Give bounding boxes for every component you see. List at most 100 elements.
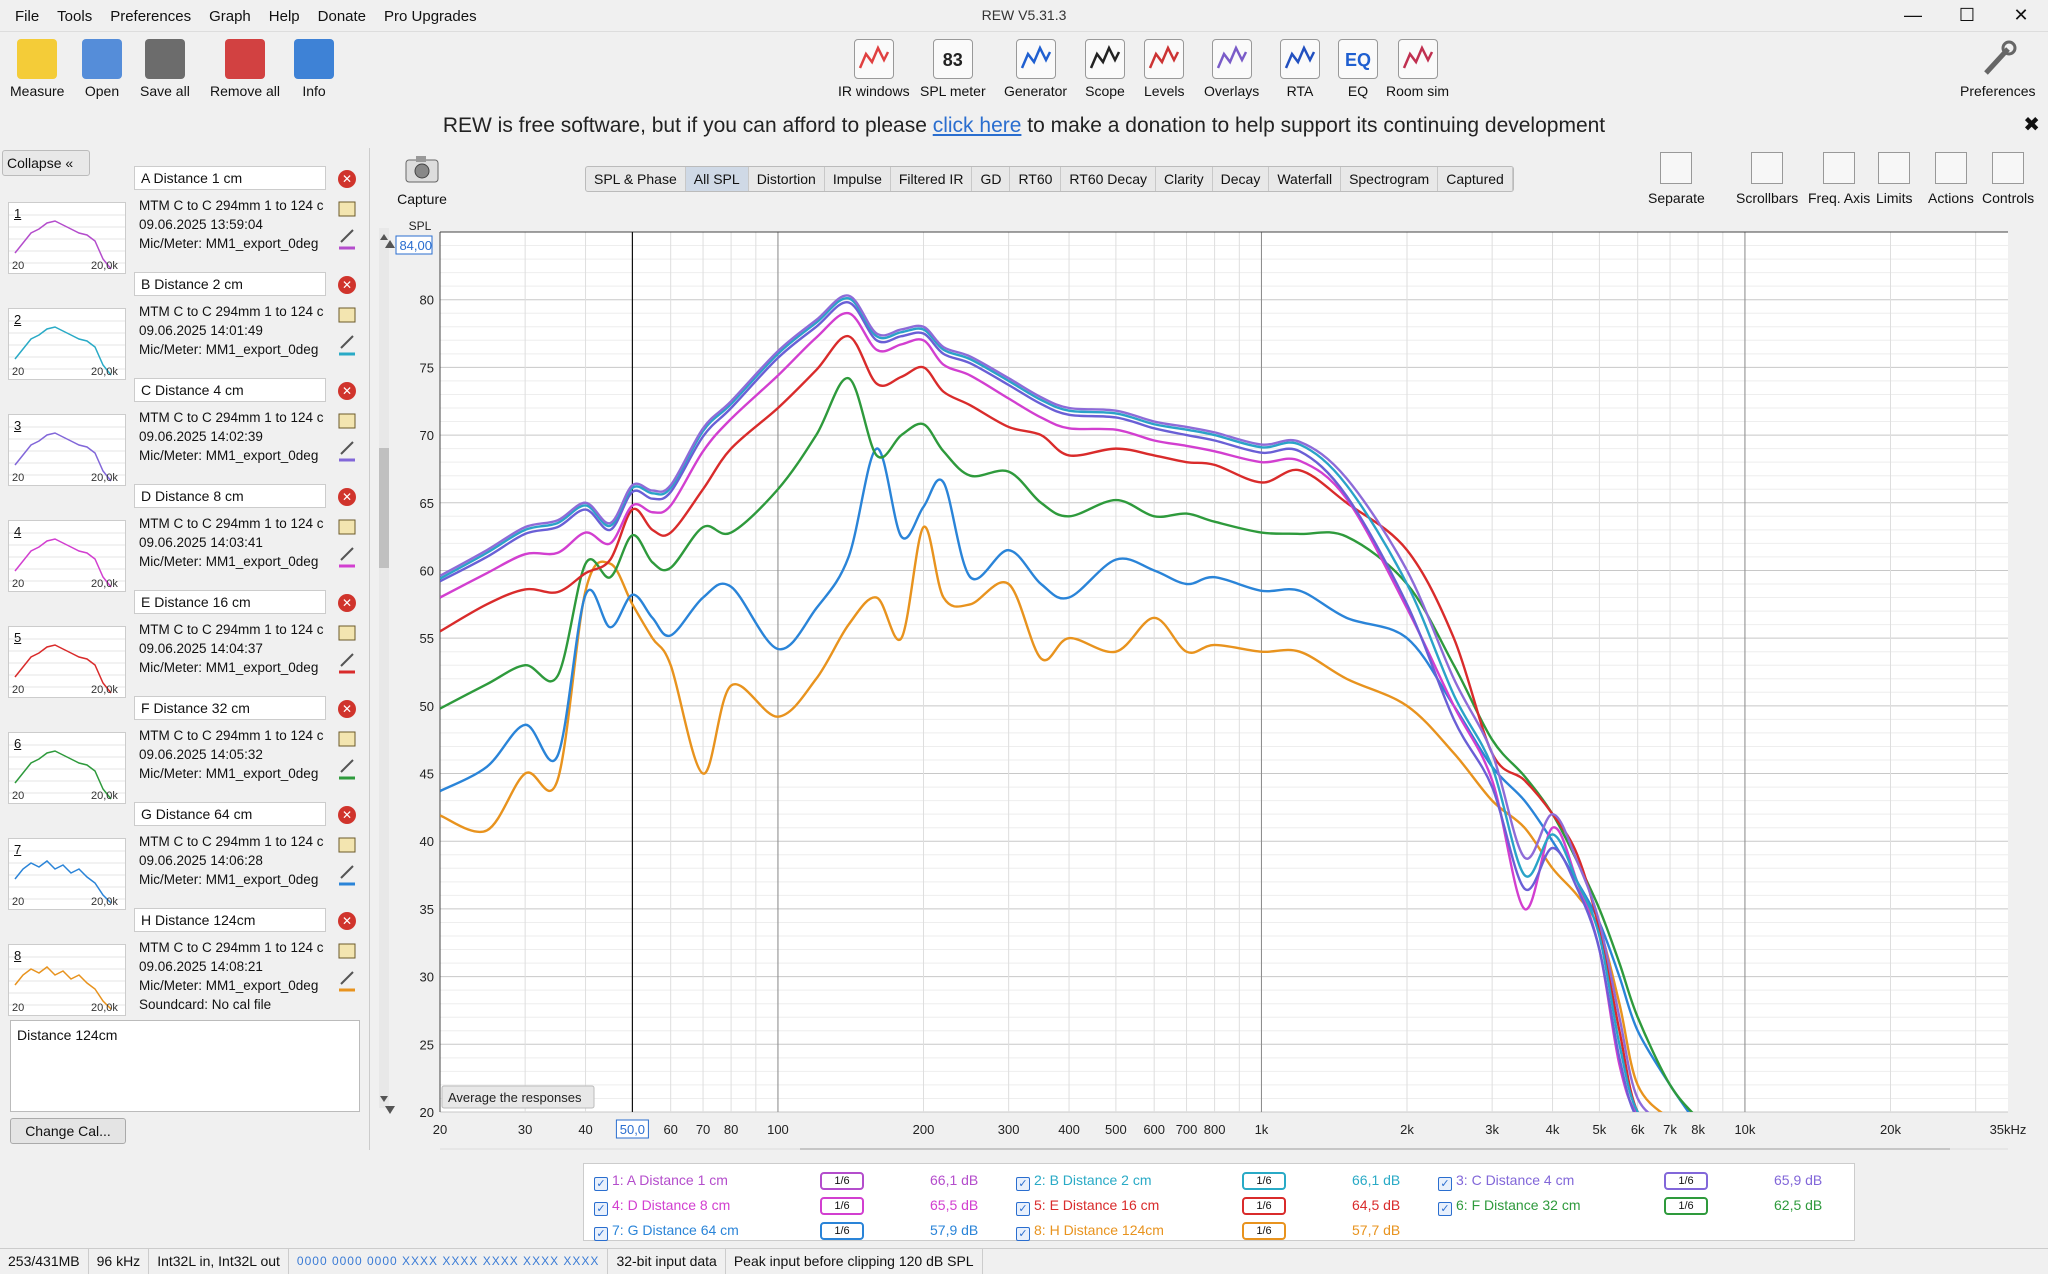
controls-button[interactable]: Controls bbox=[1982, 152, 2034, 206]
smoothing-button[interactable]: 1/6 bbox=[1242, 1222, 1286, 1240]
smoothing-button[interactable]: 1/6 bbox=[820, 1222, 864, 1240]
donation-link[interactable]: click here bbox=[932, 114, 1022, 137]
legend-item[interactable]: ✓ 4: D Distance 8 cm bbox=[594, 1197, 730, 1216]
remove-measurement-icon[interactable]: ✕ bbox=[338, 488, 356, 506]
measurement-name-field[interactable]: C Distance 4 cm bbox=[134, 378, 326, 402]
legend-item[interactable]: ✓ 6: F Distance 32 cm bbox=[1438, 1197, 1581, 1216]
x-scrollbar[interactable] bbox=[440, 1148, 2008, 1150]
measurement-actions[interactable] bbox=[337, 624, 357, 694]
legend-checkbox[interactable]: ✓ bbox=[1016, 1227, 1030, 1241]
average-responses-button[interactable]: Average the responses bbox=[441, 1085, 595, 1109]
notes-field[interactable]: Distance 124cm bbox=[10, 1020, 360, 1112]
scrollbars-button[interactable]: Scrollbars bbox=[1736, 152, 1798, 206]
tab-clarity[interactable]: Clarity bbox=[1156, 167, 1213, 191]
menu-preferences[interactable]: Preferences bbox=[110, 7, 192, 25]
legend-checkbox[interactable]: ✓ bbox=[594, 1202, 608, 1216]
close-banner-icon[interactable]: ✖ bbox=[2023, 114, 2040, 136]
room-sim-button[interactable]: Room sim bbox=[1386, 39, 1449, 99]
freq-axis-button[interactable]: Freq. Axis bbox=[1808, 152, 1870, 206]
tab-gd[interactable]: GD bbox=[972, 167, 1011, 191]
legend-checkbox[interactable]: ✓ bbox=[1016, 1202, 1030, 1216]
legend-checkbox[interactable]: ✓ bbox=[1016, 1177, 1030, 1191]
smoothing-button[interactable]: 1/6 bbox=[820, 1172, 864, 1190]
preferences-button[interactable]: Preferences bbox=[1960, 39, 2035, 99]
measurement-name-field[interactable]: A Distance 1 cm bbox=[134, 166, 326, 190]
measure-button[interactable]: Measure bbox=[10, 39, 64, 99]
plot-area[interactable] bbox=[440, 232, 2008, 1112]
info-button[interactable]: Info bbox=[294, 39, 334, 99]
separate-button[interactable]: Separate bbox=[1648, 152, 1705, 206]
tab-impulse[interactable]: Impulse bbox=[825, 167, 891, 191]
remove-measurement-icon[interactable]: ✕ bbox=[338, 170, 356, 188]
smoothing-button[interactable]: 1/6 bbox=[1242, 1197, 1286, 1215]
spl-graph[interactable]: 20 25 30 35 40 45 50 55 60 65 70 75 80 20 30 40 60 70 80 10… bbox=[380, 210, 2048, 1150]
collapse-button[interactable]: Collapse « bbox=[2, 150, 90, 176]
measurement-actions[interactable] bbox=[337, 200, 357, 270]
measurement-actions[interactable] bbox=[337, 518, 357, 588]
change-cal-button[interactable]: Change Cal... bbox=[10, 1118, 126, 1144]
measurement-name-field[interactable]: B Distance 2 cm bbox=[134, 272, 326, 296]
measurement-name-field[interactable]: H Distance 124cm bbox=[134, 908, 326, 932]
measurement-name-field[interactable]: E Distance 16 cm bbox=[134, 590, 326, 614]
smoothing-button[interactable]: 1/6 bbox=[1664, 1172, 1708, 1190]
smoothing-button[interactable]: 1/6 bbox=[820, 1197, 864, 1215]
legend-item[interactable]: ✓ 3: C Distance 4 cm bbox=[1438, 1172, 1574, 1191]
legend-item[interactable]: ✓ 1: A Distance 1 cm bbox=[594, 1172, 728, 1191]
measurement-thumbnail[interactable]: 20 20,0k bbox=[8, 414, 126, 486]
remove-measurement-icon[interactable]: ✕ bbox=[338, 700, 356, 718]
legend-item[interactable]: ✓ 8: H Distance 124cm bbox=[1016, 1222, 1164, 1241]
panel-scrollbar[interactable] bbox=[378, 228, 390, 1108]
save-all-button[interactable]: Save all bbox=[140, 39, 190, 99]
smoothing-button[interactable]: 1/6 bbox=[1242, 1172, 1286, 1190]
close-button[interactable]: ✕ bbox=[2013, 5, 2029, 25]
eq-button[interactable]: EQ EQ bbox=[1338, 39, 1378, 99]
legend-item[interactable]: ✓ 5: E Distance 16 cm bbox=[1016, 1197, 1159, 1216]
overlays-button[interactable]: Overlays bbox=[1204, 39, 1259, 99]
measurement-actions[interactable] bbox=[337, 306, 357, 376]
spl-meter-button[interactable]: 83 SPL meter bbox=[920, 39, 986, 99]
remove-measurement-icon[interactable]: ✕ bbox=[338, 912, 356, 930]
measurement-actions[interactable] bbox=[337, 730, 357, 800]
legend-checkbox[interactable]: ✓ bbox=[1438, 1177, 1452, 1191]
measurement-actions[interactable] bbox=[337, 836, 357, 906]
measurement-name-field[interactable]: G Distance 64 cm bbox=[134, 802, 326, 826]
tab-spectrogram[interactable]: Spectrogram bbox=[1341, 167, 1439, 191]
tab-captured[interactable]: Captured bbox=[1438, 167, 1513, 191]
rta-button[interactable]: RTA bbox=[1280, 39, 1320, 99]
actions-button[interactable]: Actions bbox=[1928, 152, 1974, 206]
tab-decay[interactable]: Decay bbox=[1213, 167, 1270, 191]
tab-filtered-ir[interactable]: Filtered IR bbox=[891, 167, 973, 191]
measurement-item[interactable]: C Distance 4 cm ✕ 20 20,0k 3 MTM C to C 294mm… bbox=[0, 366, 368, 486]
measurement-item[interactable]: H Distance 124cm ✕ 20 20,0k 8 MTM C to C 294m… bbox=[0, 896, 368, 1016]
measurement-item[interactable]: B Distance 2 cm ✕ 20 20,0k 2 MTM C to C 294mm… bbox=[0, 260, 368, 380]
remove-measurement-icon[interactable]: ✕ bbox=[338, 594, 356, 612]
menu-pro-upgrades[interactable]: Pro Upgrades bbox=[384, 7, 477, 25]
maximize-button[interactable]: ☐ bbox=[1958, 5, 1976, 25]
measurement-actions[interactable] bbox=[337, 412, 357, 482]
scope-button[interactable]: Scope bbox=[1085, 39, 1125, 99]
tab-waterfall[interactable]: Waterfall bbox=[1269, 167, 1342, 191]
ir-windows-button[interactable]: IR windows bbox=[838, 39, 910, 99]
legend-checkbox[interactable]: ✓ bbox=[594, 1177, 608, 1191]
legend-checkbox[interactable]: ✓ bbox=[594, 1227, 608, 1241]
measurement-thumbnail[interactable]: 20 20,0k bbox=[8, 626, 126, 698]
measurement-name-field[interactable]: D Distance 8 cm bbox=[134, 484, 326, 508]
menu-donate[interactable]: Donate bbox=[317, 7, 367, 25]
measurement-actions[interactable] bbox=[337, 942, 357, 1012]
menu-file[interactable]: File bbox=[15, 7, 40, 25]
limits-button[interactable]: Limits bbox=[1876, 152, 1913, 206]
measurement-item[interactable]: E Distance 16 cm ✕ 20 20,0k 5 MTM C to C 294m… bbox=[0, 578, 368, 698]
open-button[interactable]: Open bbox=[82, 39, 122, 99]
menu-graph[interactable]: Graph bbox=[209, 7, 251, 25]
measurement-thumbnail[interactable]: 20 20,0k bbox=[8, 202, 126, 274]
tab-spl-phase[interactable]: SPL & Phase bbox=[586, 167, 686, 191]
capture-button[interactable]: Capture bbox=[394, 152, 450, 207]
measurement-item[interactable]: D Distance 8 cm ✕ 20 20,0k 4 MTM C to C 294mm… bbox=[0, 472, 368, 592]
smoothing-button[interactable]: 1/6 bbox=[1664, 1197, 1708, 1215]
remove-all-button[interactable]: Remove all bbox=[210, 39, 280, 99]
menu-help[interactable]: Help bbox=[268, 7, 300, 25]
remove-measurement-icon[interactable]: ✕ bbox=[338, 382, 356, 400]
measurement-thumbnail[interactable]: 20 20,0k bbox=[8, 838, 126, 910]
legend-item[interactable]: ✓ 2: B Distance 2 cm bbox=[1016, 1172, 1152, 1191]
legend-item[interactable]: ✓ 7: G Distance 64 cm bbox=[594, 1222, 739, 1241]
